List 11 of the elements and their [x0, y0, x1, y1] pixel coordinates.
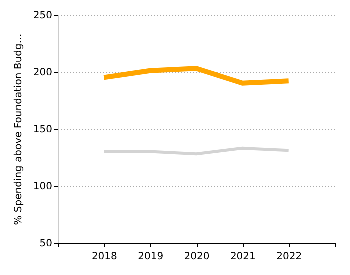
y-tick-label: 250: [33, 10, 52, 22]
x-tick-label: 2021: [230, 252, 256, 262]
y-tick-label: 200: [33, 68, 52, 78]
x-tick-label: 2022: [276, 252, 302, 262]
y-tick-label: 100: [33, 182, 52, 192]
y-tick-label: 50: [40, 238, 52, 250]
x-tick-label: 2019: [138, 252, 164, 262]
x-tick-label: 2020: [184, 252, 210, 262]
y-axis-title: % Spending above Foundation Budg…: [13, 34, 24, 226]
x-tick-label: 2018: [92, 252, 118, 262]
y-tick-label: 150: [33, 124, 52, 136]
